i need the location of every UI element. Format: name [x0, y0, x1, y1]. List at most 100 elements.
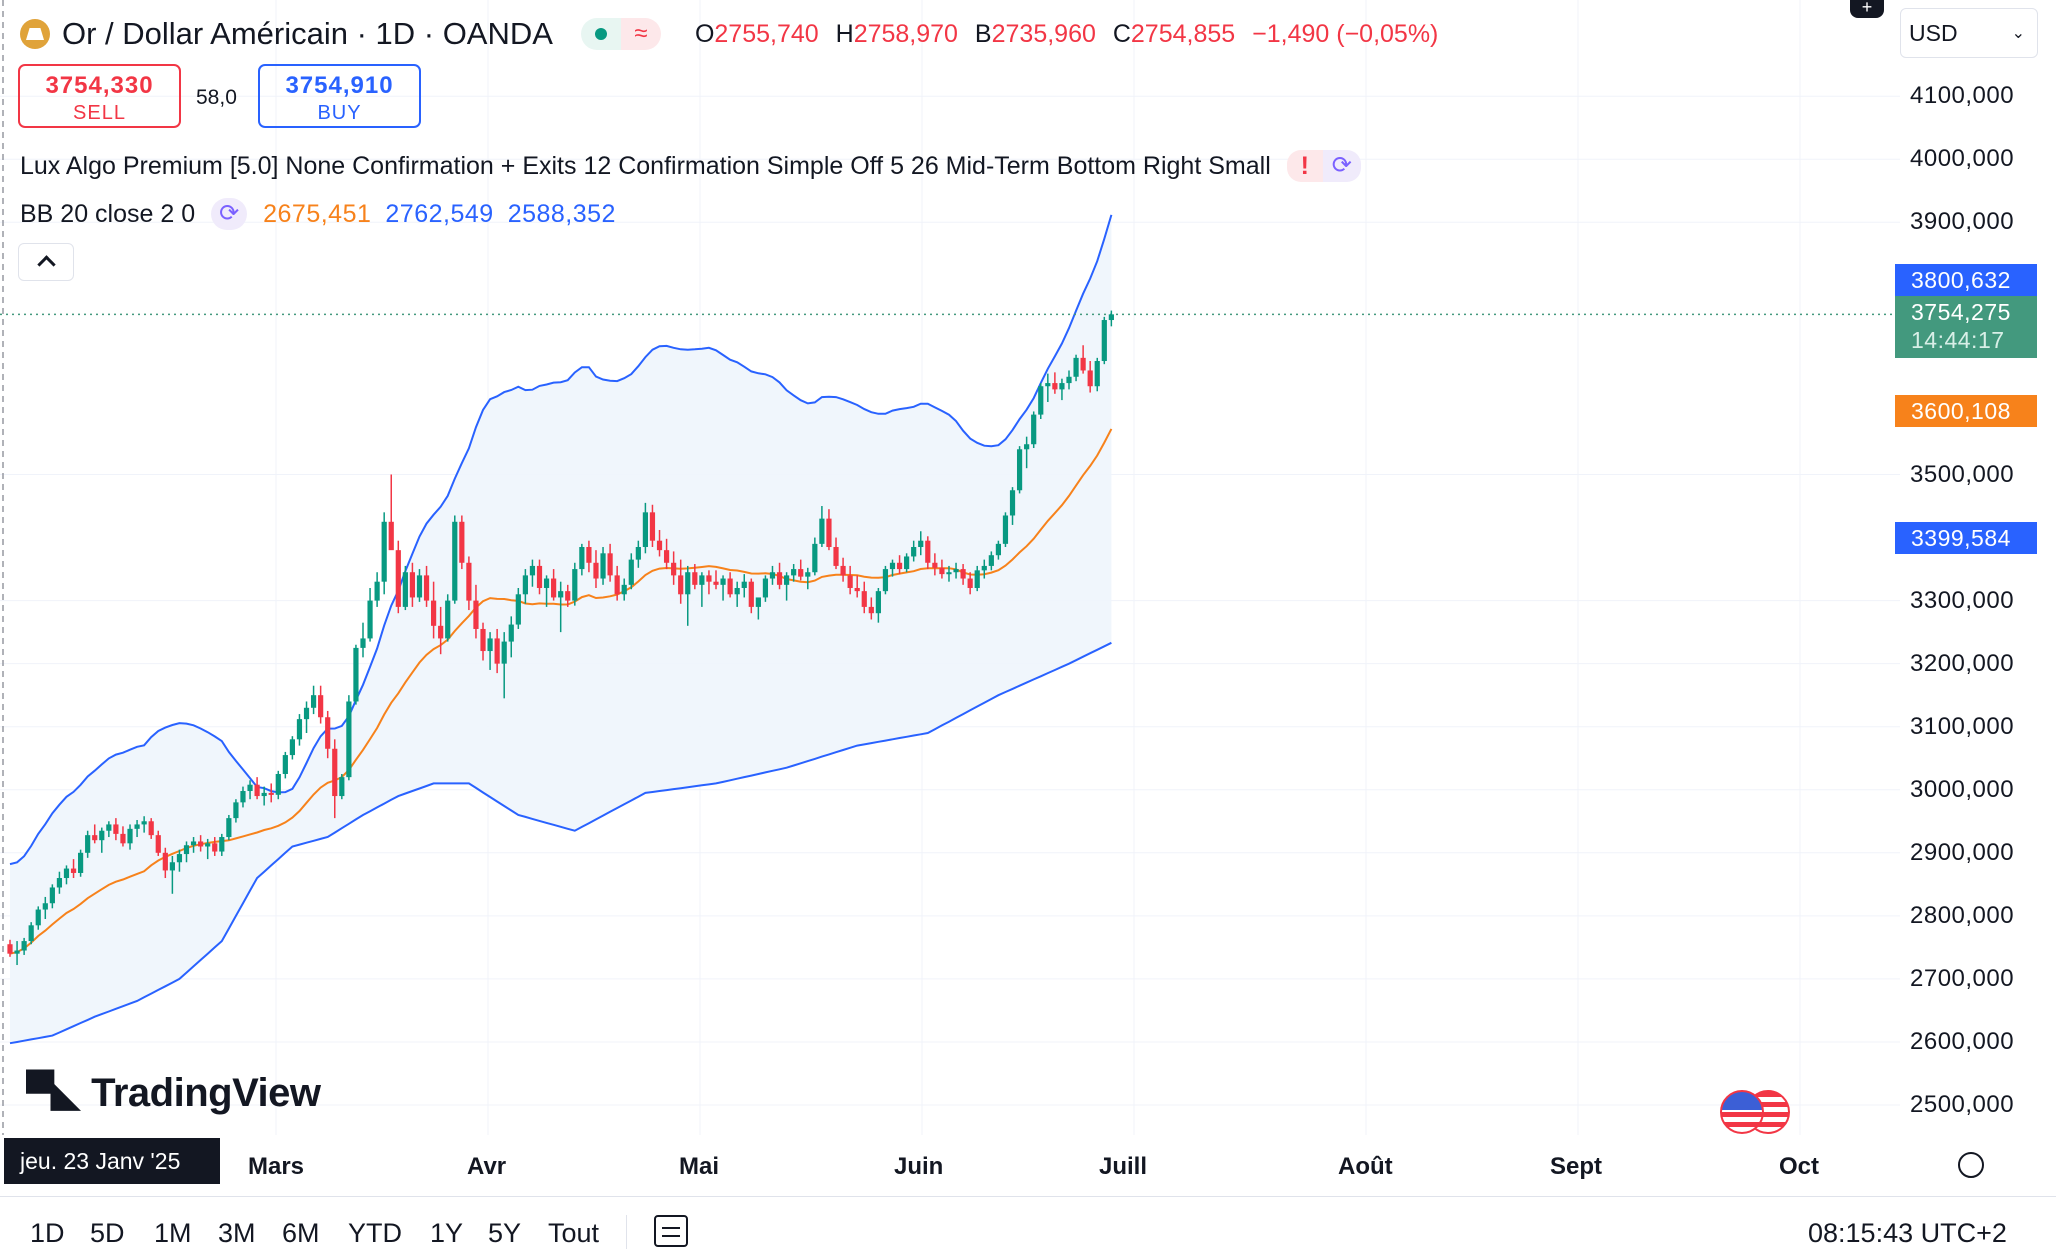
timeframe-1d[interactable]: 1D	[30, 1218, 65, 1248]
candle	[748, 581, 754, 607]
candle	[127, 828, 133, 844]
chevron-down-icon: ⌄	[2011, 25, 2025, 42]
high-value: 2758,970	[853, 19, 958, 48]
candle	[332, 748, 338, 797]
timeframe-5d[interactable]: 5D	[90, 1218, 125, 1248]
gold-symbol-icon[interactable]	[20, 19, 50, 49]
bb-upper-line	[9, 641, 1112, 1045]
candle	[14, 950, 20, 954]
price-tick-label: 2900,000	[1910, 838, 2015, 866]
price-chart[interactable]	[0, 0, 1900, 1150]
month-label: Sept	[1550, 1153, 1603, 1180]
bb-lower-tag: 3399,584	[1895, 522, 2037, 554]
candle	[699, 575, 705, 585]
candle	[685, 572, 691, 595]
timeframe-6m[interactable]: 6M	[282, 1218, 320, 1248]
candle	[911, 547, 917, 557]
indicator-luxalgo[interactable]: Lux Algo Premium [5.0] None Confirmation…	[20, 150, 1361, 182]
candle	[282, 755, 288, 774]
clock[interactable]: 08:15:43 UTC+2	[1808, 1218, 2007, 1248]
price-tick-label: 2700,000	[1910, 964, 2015, 992]
candle	[289, 739, 295, 756]
timeframe-tout[interactable]: Tout	[548, 1218, 600, 1248]
candle	[1038, 386, 1044, 415]
candle	[642, 512, 648, 548]
candle	[1031, 414, 1037, 445]
candle	[543, 578, 550, 588]
market-open-dot-icon	[580, 18, 621, 50]
tradingview-logo[interactable]: ▀◣ TradingView	[26, 1070, 321, 1116]
candle	[431, 600, 437, 626]
timeframe-1y[interactable]: 1Y	[430, 1218, 464, 1248]
candle	[169, 862, 175, 871]
month-label: Juin	[894, 1153, 944, 1180]
candle	[261, 792, 267, 797]
candle	[1066, 376, 1072, 384]
us-flag-icon[interactable]	[1720, 1090, 1808, 1134]
candle	[113, 824, 119, 834]
timeframe-3m[interactable]: 3M	[218, 1218, 256, 1248]
candle	[303, 707, 310, 720]
chevron-up-icon	[36, 255, 56, 274]
price-tick-label: 2600,000	[1910, 1027, 2015, 1055]
candle	[402, 572, 408, 607]
candle	[296, 719, 303, 740]
candle	[1024, 444, 1030, 450]
divider	[626, 1215, 627, 1249]
candle	[720, 578, 726, 585]
candle	[932, 562, 938, 568]
candle	[798, 569, 804, 577]
candle	[155, 835, 161, 853]
month-label: Mars	[248, 1153, 305, 1180]
refresh-icon[interactable]: ⟳	[211, 198, 248, 230]
candle	[85, 835, 91, 853]
date-range-icon[interactable]	[654, 1215, 688, 1247]
timeframe-ytd[interactable]: YTD	[348, 1218, 402, 1248]
collapse-legend-button[interactable]	[18, 243, 74, 281]
timeframe-1m[interactable]: 1M	[154, 1218, 192, 1248]
candle	[621, 584, 627, 595]
candle	[522, 575, 528, 595]
candle	[896, 562, 903, 570]
buy-button[interactable]: 3754,910 BUY	[258, 64, 421, 128]
candle	[960, 569, 966, 579]
symbol-header: Or / Dollar Américain · 1D · OANDA ≈ O27…	[20, 10, 1438, 58]
candle	[565, 591, 571, 601]
sell-button[interactable]: 3754,330 SELL	[18, 64, 181, 128]
candle	[148, 821, 154, 836]
candle	[92, 835, 98, 841]
indicator-error-icon[interactable]: ! ⟳	[1286, 150, 1361, 182]
candle	[445, 600, 451, 639]
candle	[734, 587, 740, 595]
timeframe-5y[interactable]: 5Y	[488, 1218, 522, 1248]
candle	[56, 878, 63, 888]
market-status[interactable]: ≈	[580, 18, 661, 50]
candle	[536, 565, 543, 588]
month-label: Juill	[1099, 1153, 1148, 1180]
candle	[847, 575, 853, 588]
symbol-title[interactable]: Or / Dollar Américain · 1D · OANDA	[62, 16, 553, 51]
candle	[854, 587, 860, 592]
price-tick-label: 4100,000	[1910, 82, 2015, 110]
candle	[501, 641, 507, 664]
candle	[833, 547, 839, 566]
candle	[275, 773, 281, 795]
candle	[741, 581, 747, 588]
candle	[480, 628, 486, 652]
time-axis-settings-icon[interactable]	[1952, 1146, 1990, 1184]
candle	[925, 540, 931, 563]
candle	[663, 550, 670, 563]
candle	[423, 575, 430, 601]
open-value: 2755,740	[714, 19, 819, 48]
candle	[988, 555, 994, 566]
candle	[240, 791, 246, 803]
indicator-bb[interactable]: BB 20 close 2 0 ⟳ 2675,451 2762,549 2588…	[20, 198, 616, 230]
candle	[141, 821, 147, 825]
candle	[219, 837, 225, 852]
price-tick-label: 3200,000	[1910, 649, 2015, 677]
currency-select[interactable]: USD ⌄	[1900, 8, 2038, 58]
add-icon[interactable]: +	[1850, 0, 1884, 18]
candle	[190, 841, 197, 846]
candle	[70, 868, 77, 873]
candle	[882, 569, 889, 592]
